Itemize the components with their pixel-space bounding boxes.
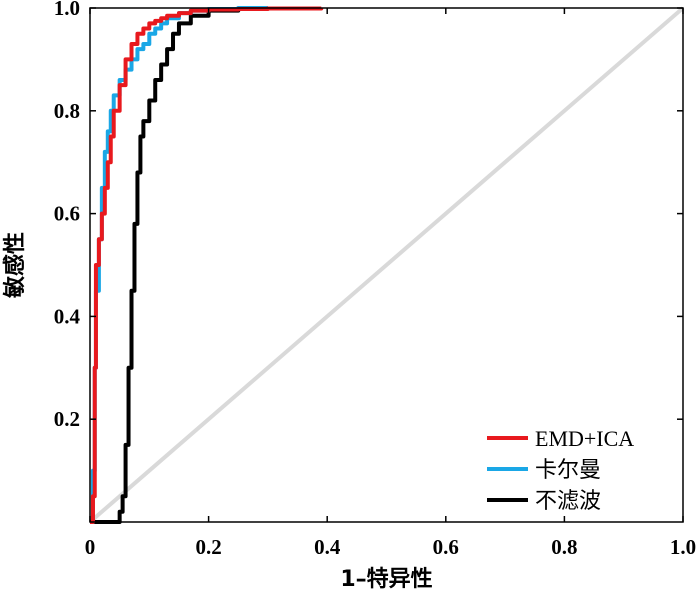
x-tick-label: 0.6 bbox=[433, 535, 459, 559]
legend-label-kalman: 卡尔曼 bbox=[535, 457, 601, 482]
legend-label-emd-ica: EMD+ICA bbox=[535, 426, 634, 451]
series-line-unfiltered bbox=[90, 6, 270, 524]
x-tick-label: 0.2 bbox=[195, 535, 221, 559]
y-tick-label: 0.6 bbox=[54, 202, 80, 226]
x-tick-label: 0.4 bbox=[314, 535, 341, 559]
legend: EMD+ICA 卡尔曼 不滤波 bbox=[487, 426, 634, 513]
x-tick-label: 1.0 bbox=[670, 535, 696, 559]
y-tick-label: 0.8 bbox=[54, 99, 80, 123]
legend-label-unfiltered: 不滤波 bbox=[535, 488, 601, 513]
x-tick-label: 0 bbox=[85, 535, 96, 559]
x-axis-label: 1–特异性 bbox=[340, 566, 432, 592]
series-line-emd-ica bbox=[90, 6, 324, 524]
y-tick-label: 0.4 bbox=[54, 304, 81, 328]
y-tick-label: 0.2 bbox=[54, 407, 80, 431]
y-tick-label: 1.0 bbox=[54, 0, 80, 20]
plot-frame bbox=[89, 7, 684, 523]
reference-diagonal-line bbox=[88, 6, 685, 524]
series-lines bbox=[88, 6, 685, 524]
y-axis-label: 敏感性 bbox=[2, 232, 28, 299]
x-tick-label: 0.8 bbox=[551, 535, 577, 559]
ticks: 0 0.2 0.4 0.6 0.8 1.0 0.2 0.4 0.6 0.8 1.0 bbox=[54, 0, 696, 559]
